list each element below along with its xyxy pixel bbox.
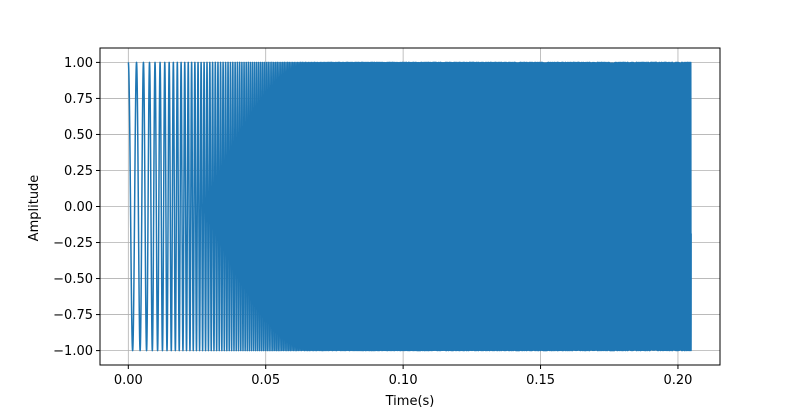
y-axis-label: Amplitude (27, 175, 42, 242)
series-signal (127, 61, 692, 352)
signal-line (127, 61, 692, 352)
x-tick-label: 0.00 (114, 373, 143, 388)
x-tick-label: 0.20 (663, 373, 692, 388)
y-tick-label: 0.25 (64, 164, 93, 179)
x-tick-label: 0.10 (389, 373, 418, 388)
x-tick-label: 0.15 (526, 373, 555, 388)
y-tick-label: −1.00 (53, 344, 93, 359)
y-tick-label: 0.50 (64, 128, 93, 143)
y-tick-label: −0.50 (53, 272, 93, 287)
y-tick-label: 0.75 (64, 92, 93, 107)
y-tick-label: −0.75 (53, 308, 93, 323)
x-axis-label: Time(s) (385, 394, 435, 409)
y-tick-label: −0.25 (53, 236, 93, 251)
y-tick-label: 1.00 (64, 56, 93, 71)
y-tick-label: 0.00 (64, 200, 93, 215)
y-axis: 1.00 0.75 0.50 0.25 0.00 −0.25 −0.50 −0.75 −1.00 (53, 56, 100, 359)
x-axis: 0.00 0.05 0.10 0.15 0.20 (114, 365, 692, 388)
x-tick-label: 0.05 (251, 373, 280, 388)
